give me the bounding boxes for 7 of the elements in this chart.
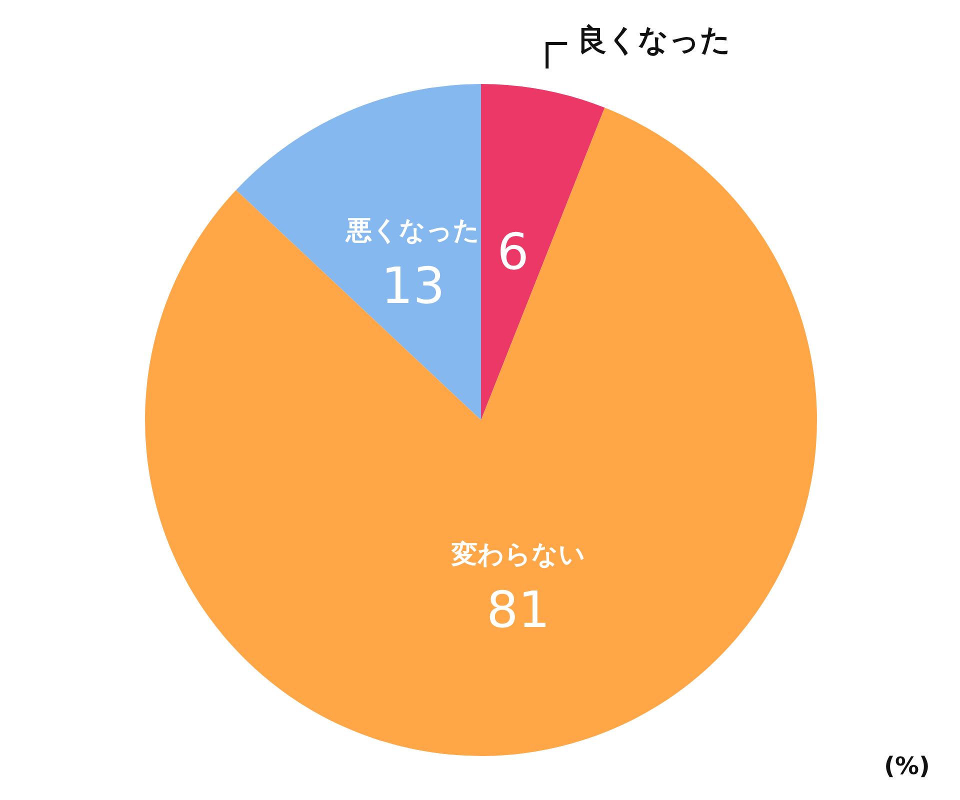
data-label: 81: [486, 580, 550, 639]
data-label: 13: [381, 257, 445, 316]
text: (%): [884, 752, 930, 780]
slice-label: 変わらない: [450, 540, 586, 570]
data-label: 6: [497, 223, 529, 282]
slice-label: 悪くなった: [345, 216, 480, 246]
slice-label: 良くなった: [577, 22, 732, 58]
